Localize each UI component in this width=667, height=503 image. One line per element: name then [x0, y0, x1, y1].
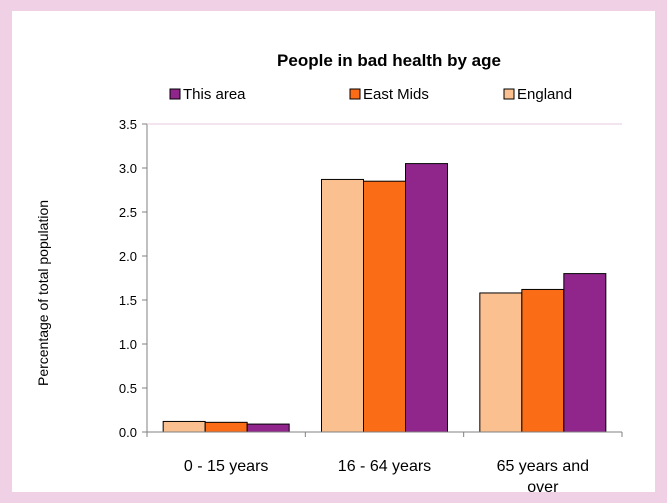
- bar-england: [479, 292, 523, 433]
- chart-frame: People in bad health by age This area Eas…: [12, 11, 655, 496]
- bar-this-area: [246, 423, 290, 433]
- y-tick-label: 1.0: [119, 337, 137, 352]
- y-tick-label: 3.0: [119, 161, 137, 176]
- bar-england: [162, 420, 206, 433]
- legend-swatch-east-mids: [349, 88, 361, 100]
- chart-title: People in bad health by age: [277, 51, 501, 70]
- y-tick-label: 1.5: [119, 293, 137, 308]
- legend-label-east-mids: East Mids: [363, 86, 429, 103]
- bar-england: [321, 178, 364, 433]
- x-tick-label: 16 - 64 years: [338, 458, 431, 475]
- legend-label-this-area: This area: [183, 86, 246, 103]
- bar-this-area: [563, 273, 607, 433]
- x-tick-label: 65 years and: [497, 458, 590, 475]
- y-tick-label: 2.5: [119, 205, 137, 220]
- y-tick-label: 2.0: [119, 249, 137, 264]
- legend-swatch-england: [503, 88, 515, 100]
- y-tick-label: 0.0: [119, 425, 137, 440]
- bar-east-mids: [521, 288, 565, 433]
- y-tick-label: 0.5: [119, 381, 137, 396]
- x-tick-label: over: [527, 479, 559, 492]
- legend-label-england: England: [517, 86, 572, 103]
- x-tick-label: 0 - 15 years: [184, 458, 268, 475]
- plot-area: 0.0 0.5 1.0 1.5 2.0 2.5 3.0 3.5 0 - 15 years 16 -…: [119, 117, 623, 496]
- legend: This area East Mids England: [169, 86, 572, 103]
- chart-svg: People in bad health by age This area Eas…: [35, 51, 623, 496]
- y-axis-label: Percentage of total population: [35, 200, 51, 386]
- y-tick-label: 3.5: [119, 117, 137, 132]
- bar-east-mids: [204, 421, 248, 433]
- bar-this-area: [405, 163, 448, 433]
- legend-swatch-this-area: [169, 88, 181, 100]
- bar-east-mids: [363, 180, 406, 433]
